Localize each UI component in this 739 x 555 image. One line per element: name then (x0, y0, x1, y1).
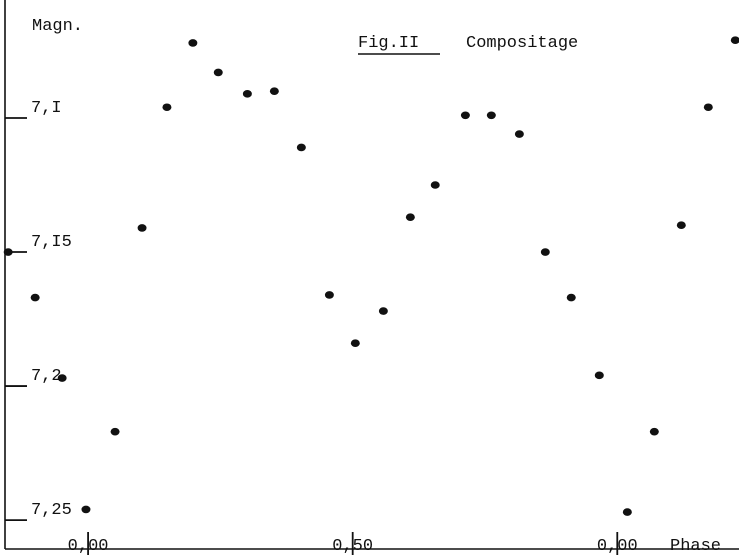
y-tick-label: 7,2 (31, 367, 62, 386)
data-point (30, 293, 40, 302)
data-point (540, 248, 550, 256)
data-point (430, 181, 440, 189)
data-point (324, 291, 334, 299)
data-point (296, 143, 306, 152)
data-point (269, 87, 279, 95)
data-point (566, 293, 576, 302)
x-tick-label: 0,00 (68, 537, 109, 555)
y-tick-label: 7,I (31, 99, 62, 118)
data-point (594, 371, 604, 380)
y-tick-label: 7,25 (31, 501, 72, 520)
data-point (350, 339, 360, 347)
data-point (110, 427, 120, 436)
data-point (486, 111, 496, 120)
data-point (460, 111, 470, 120)
x-tick-label: 0,50 (332, 537, 373, 555)
x-axis-label: Phase (670, 537, 721, 555)
data-point (676, 221, 686, 230)
data-point (649, 427, 659, 436)
data-point (137, 224, 147, 232)
data-point (703, 103, 713, 112)
data-point (3, 248, 13, 256)
data-point (57, 374, 67, 382)
chart-title: Fig.II (358, 34, 419, 53)
data-point (378, 307, 388, 315)
x-tick-label: 0,00 (597, 537, 638, 555)
data-point (81, 505, 91, 514)
data-point (188, 39, 198, 47)
y-tick-label: 7,I5 (31, 233, 72, 252)
data-point (514, 130, 524, 138)
data-point (622, 508, 632, 516)
y-axis-label: Magn. (32, 17, 83, 36)
data-point (730, 36, 739, 45)
data-point (242, 90, 252, 98)
data-point (162, 103, 172, 112)
data-point (405, 213, 415, 221)
data-point (213, 68, 223, 77)
chart-subtitle: Compositage (466, 34, 578, 53)
